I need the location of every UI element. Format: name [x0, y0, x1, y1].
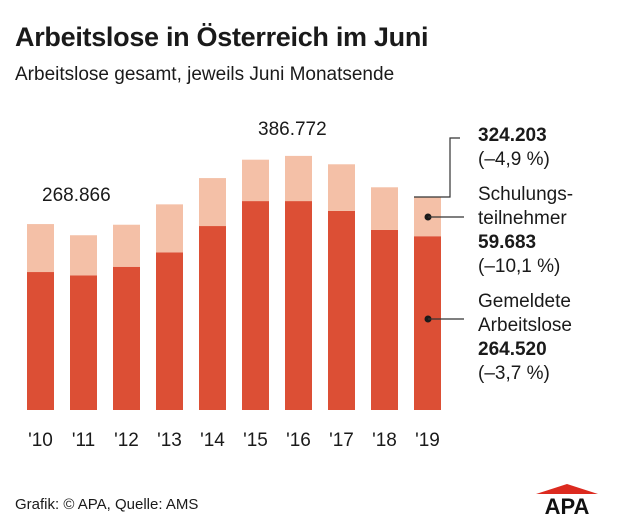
- bar-training-17: [328, 164, 355, 211]
- svg-text:APA: APA: [545, 494, 590, 516]
- x-tick-label: '18: [372, 430, 397, 451]
- registered-value: 264.520: [478, 339, 547, 360]
- legend-block: 324.203 (–4,9 %) Schulungs- teilnehmer 5…: [478, 124, 573, 386]
- total-change: (–4,9 %): [478, 149, 550, 170]
- bar-training-15: [242, 159, 269, 202]
- training-label-2: teilnehmer: [478, 208, 567, 229]
- bar-training-16: [285, 155, 312, 202]
- bar-training-14: [199, 178, 226, 227]
- x-tick-label: '13: [157, 430, 182, 451]
- bar-training-18: [371, 187, 398, 230]
- total-leader-line: [414, 137, 460, 198]
- source-note: Grafik: © APA, Quelle: AMS: [15, 496, 199, 513]
- bar-registered-15: [242, 201, 269, 410]
- bar-registered-19: [414, 236, 441, 410]
- training-label-1: Schulungs-: [478, 184, 574, 205]
- x-tick-label: '15: [243, 430, 268, 451]
- bar-training-11: [70, 235, 97, 276]
- x-tick-label: '12: [114, 430, 139, 451]
- bar-training-10: [27, 224, 54, 273]
- training-change: (–10,1 %): [478, 256, 561, 277]
- bar-registered-14: [199, 226, 226, 410]
- bar-training-12: [113, 224, 140, 267]
- bar-registered-17: [328, 210, 355, 410]
- x-tick-label: '11: [72, 430, 95, 451]
- chart-subtitle: Arbeitslose gesamt, jeweils Juni Monatse…: [15, 64, 395, 85]
- bar-registered-12: [113, 266, 140, 410]
- min-total-label: 268.866: [42, 185, 111, 206]
- apa-logo: APA: [536, 484, 598, 516]
- x-tick-label: '19: [415, 430, 440, 451]
- bar-registered-11: [70, 275, 97, 410]
- x-tick-label: '10: [28, 430, 53, 451]
- max-total-label: 386.772: [258, 119, 327, 140]
- chart-title: Arbeitslose in Österreich im Juni: [15, 22, 429, 52]
- x-tick-label: '14: [200, 430, 225, 451]
- total-value: 324.203: [478, 125, 547, 146]
- x-tick-label: '16: [286, 430, 311, 451]
- bar-registered-16: [285, 201, 312, 410]
- registered-label-2: Arbeitslose: [478, 315, 572, 336]
- x-tick-label: '17: [329, 430, 354, 451]
- bar-registered-10: [27, 272, 54, 410]
- training-value: 59.683: [478, 232, 537, 253]
- bar-registered-18: [371, 229, 398, 410]
- bar-training-13: [156, 204, 183, 253]
- registered-change: (–3,7 %): [478, 363, 550, 384]
- bar-registered-13: [156, 252, 183, 410]
- registered-label-1: Gemeldete: [478, 291, 571, 312]
